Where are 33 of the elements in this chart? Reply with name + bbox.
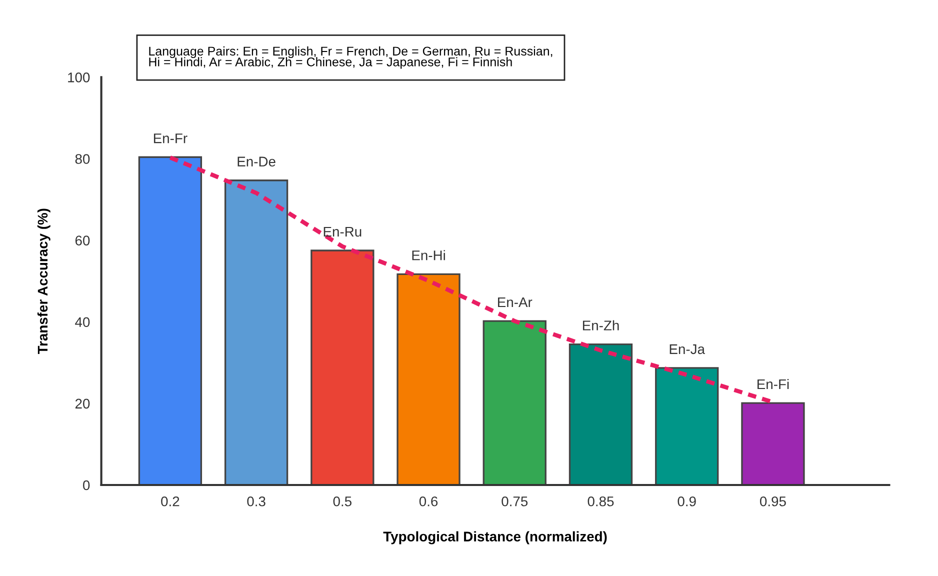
- bar: [224, 180, 288, 485]
- x-tick-label: 0.5: [333, 496, 352, 506]
- y-tick-label: 60: [75, 236, 90, 246]
- x-tick-label: 0.3: [247, 496, 266, 506]
- y-tick-label: 0: [83, 480, 90, 490]
- x-tick-label: 0.2: [161, 496, 180, 506]
- annotation: En-Fi: [758, 378, 789, 390]
- bar: [741, 402, 805, 485]
- y-axis-title: Transfer Accuracy (%): [37, 208, 50, 354]
- annotation: En-Ar: [498, 298, 532, 308]
- bar: [568, 343, 633, 485]
- annotation: En-Hi: [412, 250, 445, 260]
- y-tick-label: 20: [75, 398, 90, 409]
- x-tick-label: 0.85: [588, 496, 614, 506]
- x-axis-title: Typological Distance (normalized): [383, 531, 607, 544]
- x-tick-label: 0.6: [419, 496, 438, 506]
- bar: [655, 367, 719, 485]
- x-tick-label: 0.9: [678, 496, 696, 506]
- annotation: En-Ja: [670, 344, 706, 354]
- annotation: En-De: [238, 156, 276, 167]
- y-tick-label: 40: [75, 317, 90, 328]
- annotation: En-Fr: [154, 134, 188, 144]
- text: Language Pairs: En = English, Fr = French, De = German, Ru = Russian, Hi = Hindi, Ar = Arabic, Zh = Chinese, Ja = Japanese, Fi = Finnish: [149, 46, 552, 69]
- x-tick-label: 0.75: [502, 496, 528, 506]
- annotation: En-Zh: [582, 320, 619, 330]
- bar: [482, 320, 546, 485]
- y-tick-label: 80: [75, 154, 90, 164]
- x-tick-label: 0.95: [760, 496, 786, 506]
- bar: [396, 273, 460, 485]
- bar: [310, 250, 374, 485]
- bar: [138, 156, 202, 485]
- annotation: En-Ru: [324, 226, 362, 237]
- y-tick-label: 100: [68, 72, 90, 82]
